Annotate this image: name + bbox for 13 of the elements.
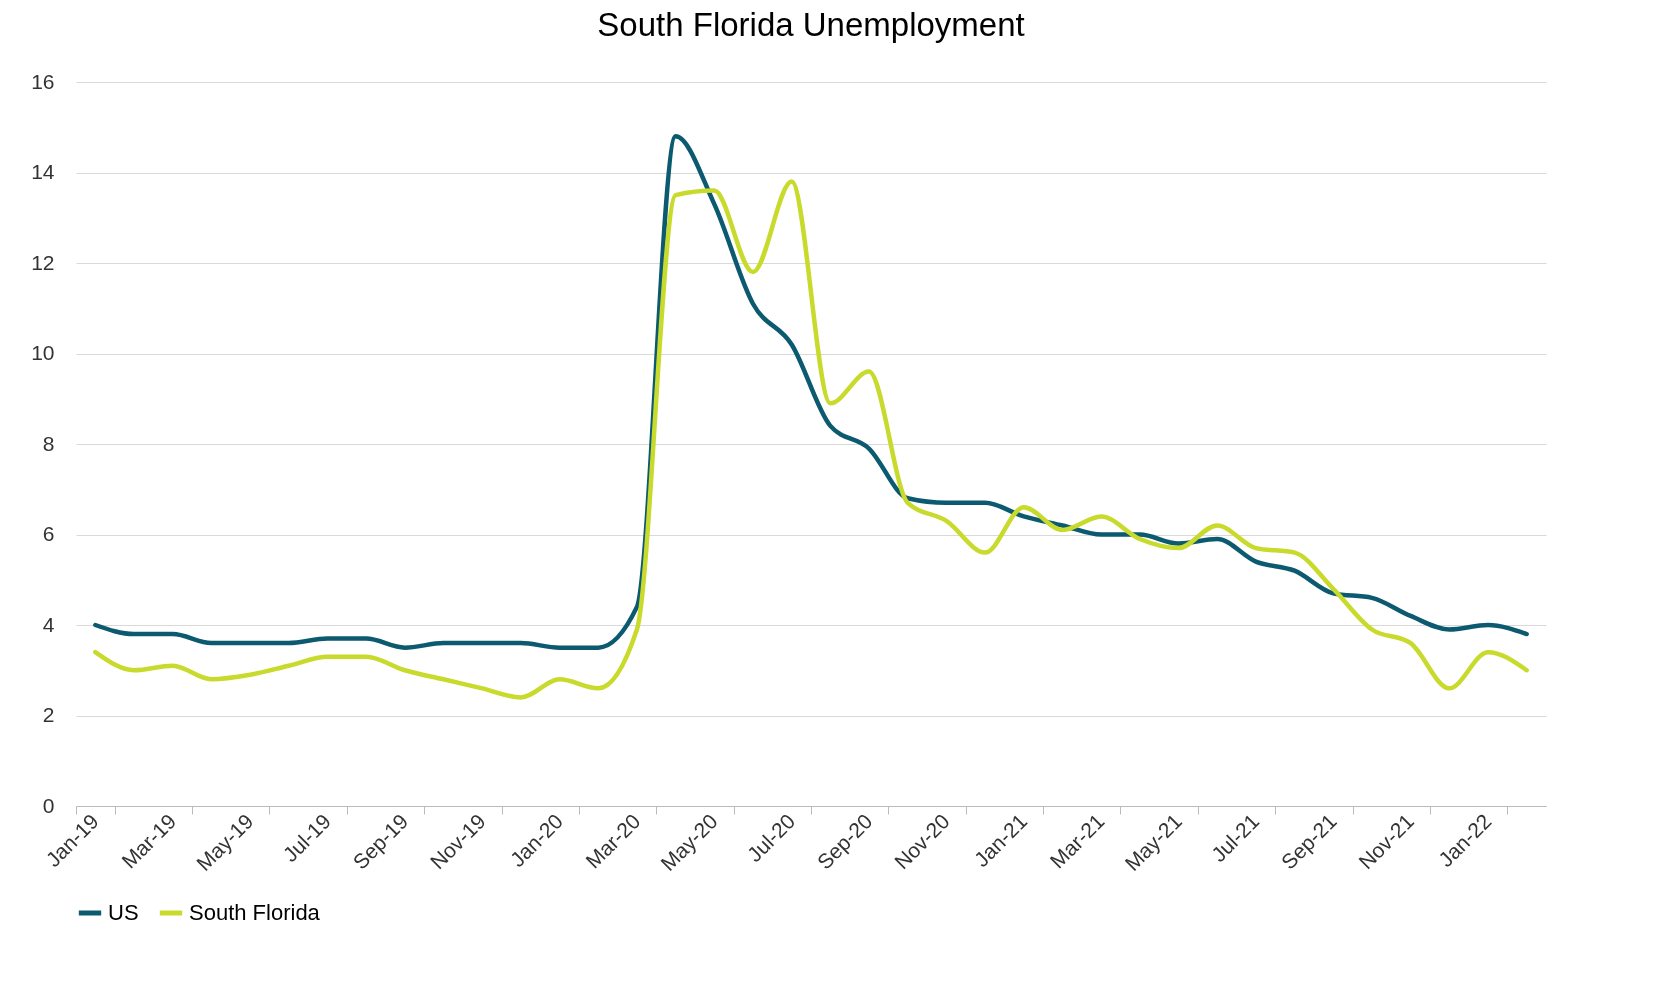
y-tick-label: 8 bbox=[42, 431, 55, 455]
y-tick-label: 4 bbox=[42, 612, 55, 636]
y-tick-label: 0 bbox=[42, 793, 55, 817]
y-tick-label: 10 bbox=[31, 341, 55, 364]
y-tick-label: 6 bbox=[42, 522, 55, 545]
legend-label: US bbox=[108, 900, 139, 925]
line-series bbox=[93, 179, 1529, 700]
y-tick-label: 2 bbox=[42, 703, 55, 726]
chart-title: South Florida Unemployment bbox=[597, 6, 1025, 43]
y-tick-label: 12 bbox=[31, 250, 55, 274]
legend-label: South Florida bbox=[189, 900, 321, 925]
y-tick-label: 14 bbox=[31, 160, 55, 183]
y-tick-label: 16 bbox=[31, 69, 55, 93]
